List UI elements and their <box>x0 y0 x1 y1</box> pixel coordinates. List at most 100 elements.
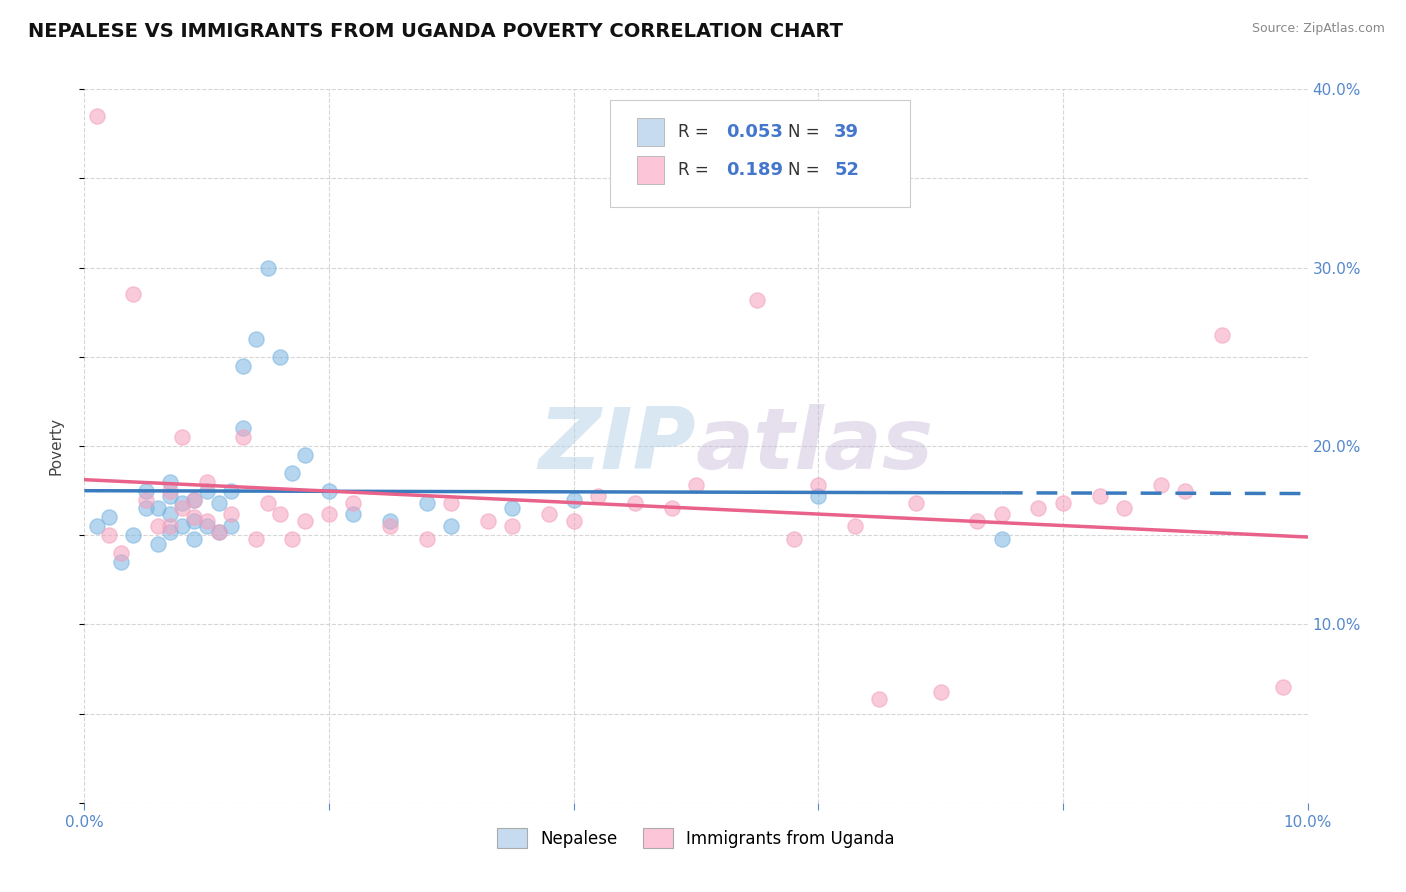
Point <box>966 514 988 528</box>
Point <box>172 501 194 516</box>
Point <box>661 501 683 516</box>
Point <box>905 496 928 510</box>
Text: N =: N = <box>787 161 824 178</box>
Point <box>208 524 231 539</box>
Point <box>538 507 561 521</box>
Point <box>440 496 463 510</box>
Text: 52: 52 <box>834 161 859 178</box>
Point <box>294 448 316 462</box>
Point <box>1174 483 1197 498</box>
Point <box>172 496 194 510</box>
Point <box>183 514 205 528</box>
Point <box>183 492 205 507</box>
Point <box>232 430 254 444</box>
Point <box>208 496 231 510</box>
FancyBboxPatch shape <box>610 100 910 207</box>
Text: 39: 39 <box>834 123 859 141</box>
Point <box>991 507 1014 521</box>
Text: R =: R = <box>678 123 714 141</box>
Text: R =: R = <box>678 161 718 178</box>
Point <box>440 519 463 533</box>
Point <box>562 492 585 507</box>
Point <box>135 501 157 516</box>
Point <box>159 483 181 498</box>
Text: atlas: atlas <box>696 404 934 488</box>
Point <box>586 489 609 503</box>
Point <box>219 507 242 521</box>
Point <box>1088 489 1111 503</box>
Point <box>281 532 304 546</box>
Point <box>269 507 291 521</box>
Point <box>183 510 205 524</box>
Point <box>110 555 132 569</box>
Point <box>416 496 439 510</box>
Point <box>146 537 169 551</box>
Point <box>122 528 145 542</box>
Point <box>159 519 181 533</box>
Point <box>232 421 254 435</box>
Point <box>342 507 364 521</box>
Point <box>208 524 231 539</box>
Point <box>245 332 267 346</box>
Point <box>342 496 364 510</box>
Point <box>685 478 707 492</box>
Point <box>1211 328 1233 343</box>
Point <box>281 466 304 480</box>
Point <box>146 501 169 516</box>
Point <box>146 519 169 533</box>
Point <box>97 510 120 524</box>
Point <box>1114 501 1136 516</box>
Point <box>172 519 194 533</box>
Point <box>195 514 218 528</box>
Point <box>172 430 194 444</box>
Point <box>86 109 108 123</box>
Point <box>195 519 218 533</box>
Point <box>1028 501 1050 516</box>
Text: ZIP: ZIP <box>538 404 696 488</box>
Text: NEPALESE VS IMMIGRANTS FROM UGANDA POVERTY CORRELATION CHART: NEPALESE VS IMMIGRANTS FROM UGANDA POVER… <box>28 22 844 41</box>
Point <box>257 260 280 275</box>
Point <box>159 475 181 489</box>
Point <box>318 507 340 521</box>
Point <box>929 685 952 699</box>
Point <box>232 359 254 373</box>
Point <box>562 514 585 528</box>
Point <box>1052 496 1074 510</box>
Point <box>97 528 120 542</box>
Point <box>869 692 891 706</box>
Legend: Nepalese, Immigrants from Uganda: Nepalese, Immigrants from Uganda <box>491 822 901 855</box>
FancyBboxPatch shape <box>637 155 664 184</box>
Text: 0.053: 0.053 <box>727 123 783 141</box>
Point <box>219 519 242 533</box>
Point <box>624 496 647 510</box>
Point <box>245 532 267 546</box>
Point <box>159 524 181 539</box>
Point <box>183 532 205 546</box>
Point <box>183 492 205 507</box>
Point <box>1272 680 1295 694</box>
Text: N =: N = <box>787 123 824 141</box>
Point <box>477 514 499 528</box>
Point <box>219 483 242 498</box>
Point <box>257 496 280 510</box>
Point <box>159 507 181 521</box>
Point <box>807 489 830 503</box>
Point <box>844 519 866 533</box>
Point <box>195 483 218 498</box>
Point <box>159 489 181 503</box>
Point <box>269 350 291 364</box>
Point <box>783 532 806 546</box>
Y-axis label: Poverty: Poverty <box>49 417 63 475</box>
Point <box>135 483 157 498</box>
FancyBboxPatch shape <box>637 118 664 146</box>
Point <box>380 519 402 533</box>
Point <box>195 475 218 489</box>
Point <box>86 519 108 533</box>
Point <box>380 514 402 528</box>
Point <box>1150 478 1173 492</box>
Text: Source: ZipAtlas.com: Source: ZipAtlas.com <box>1251 22 1385 36</box>
Point <box>135 492 157 507</box>
Point <box>502 501 524 516</box>
Point <box>294 514 316 528</box>
Point <box>110 546 132 560</box>
